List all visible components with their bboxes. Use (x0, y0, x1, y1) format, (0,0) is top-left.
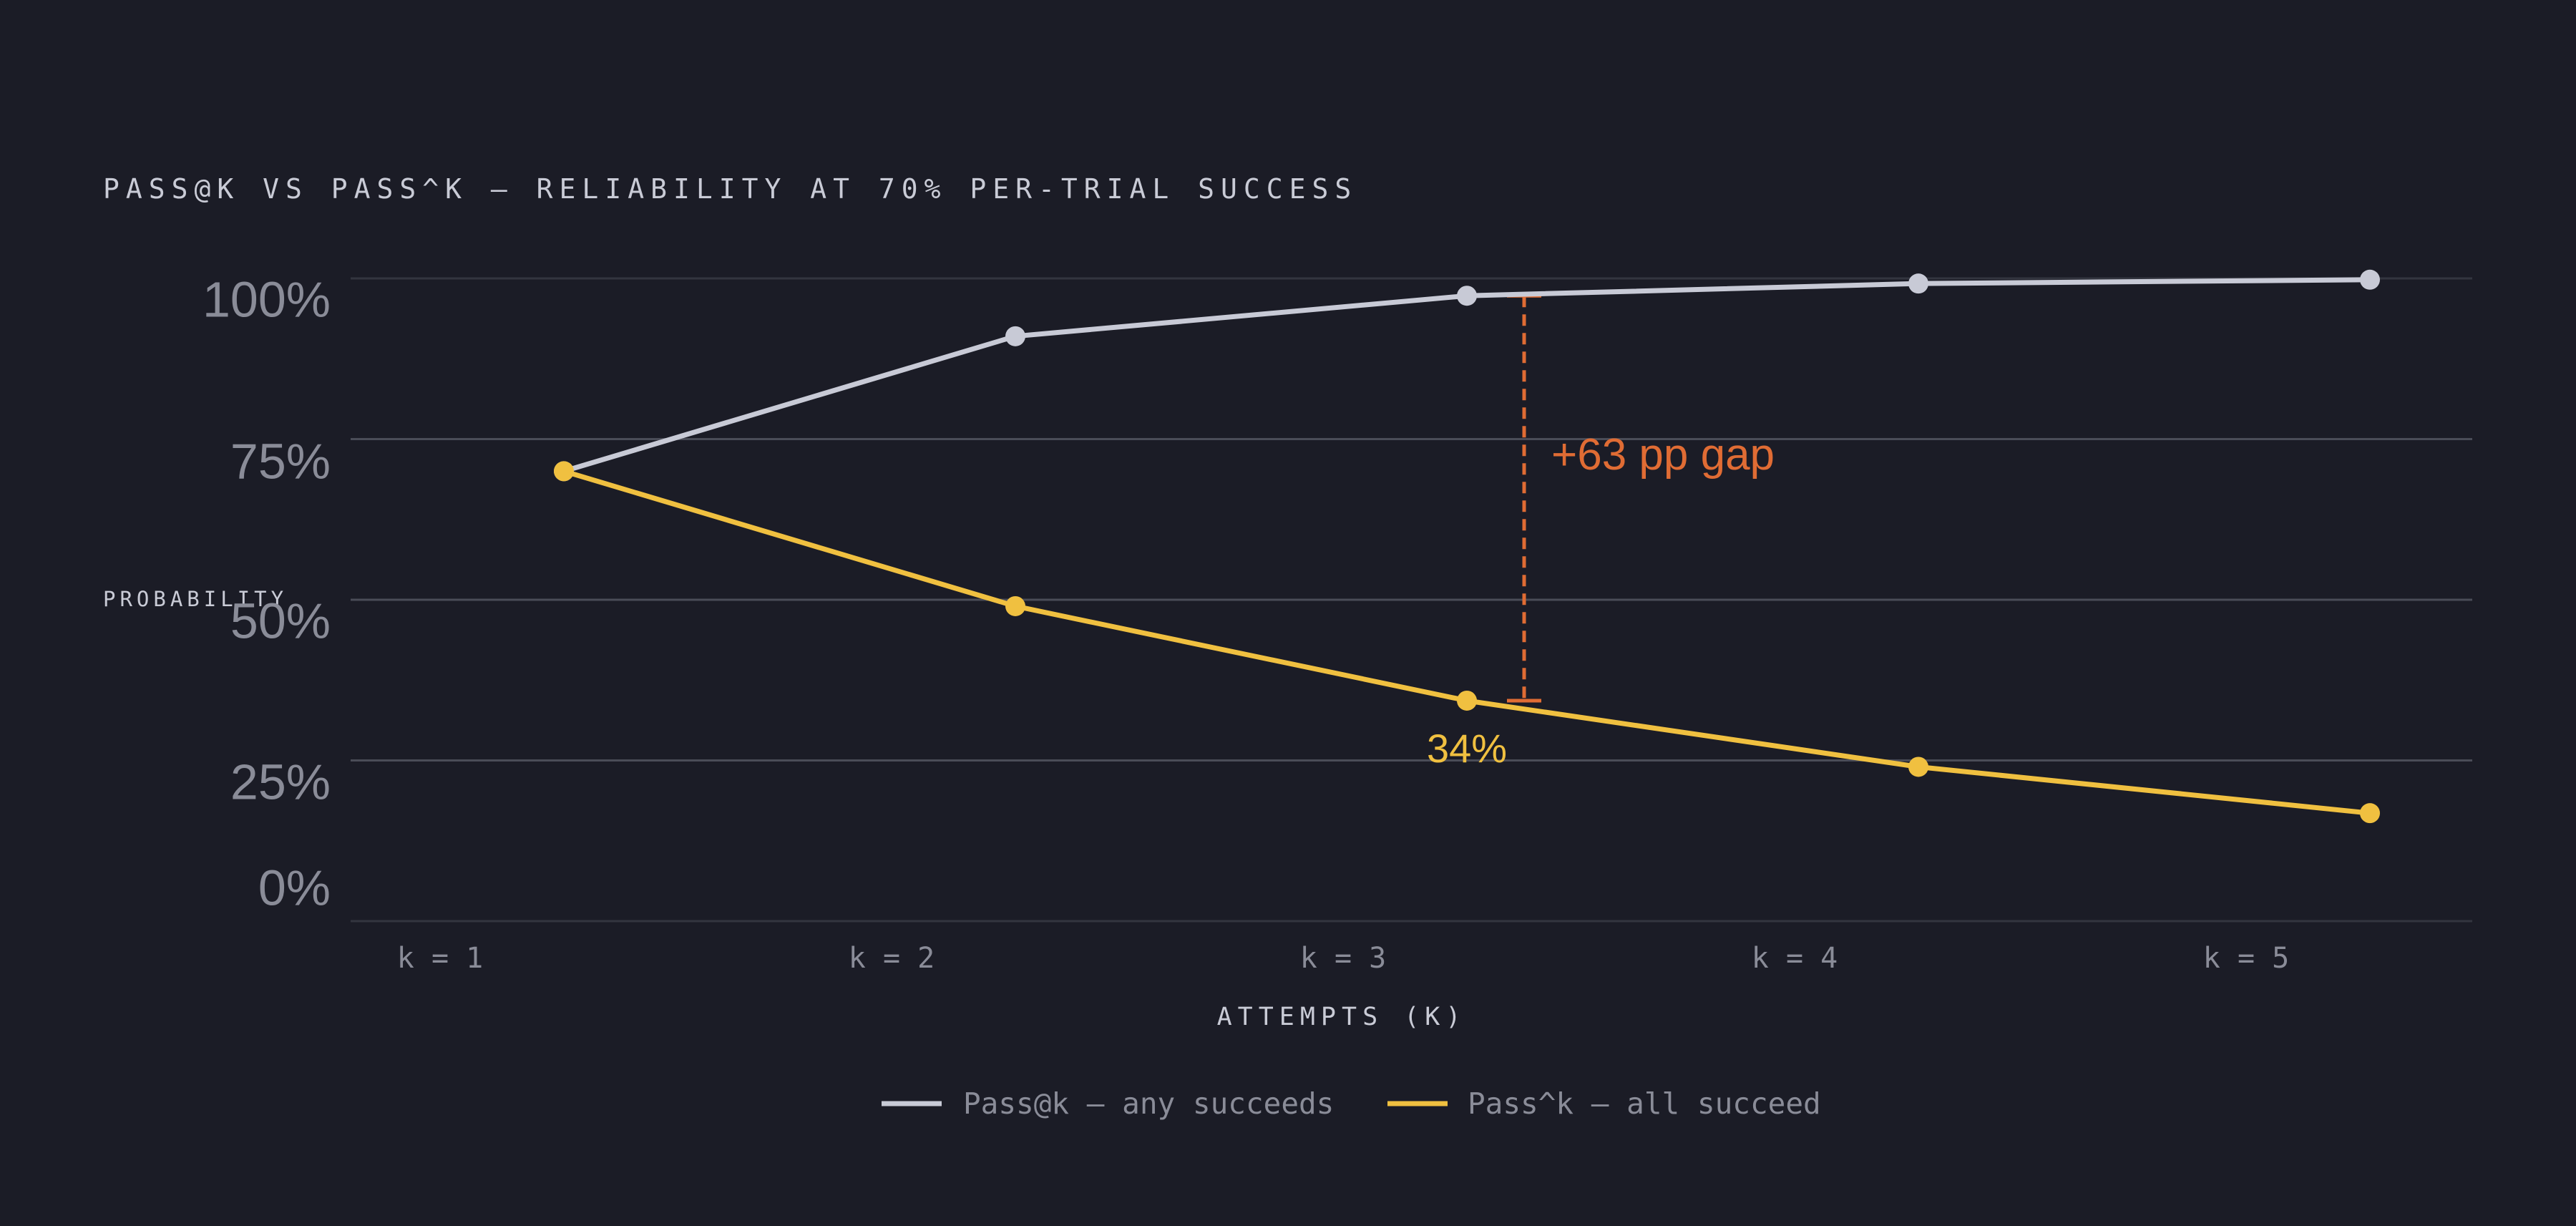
x-tick-label: k = 5 (2203, 942, 2289, 975)
x-tick-label: k = 4 (1752, 942, 1838, 975)
x-axis-label: ATTEMPTS (K) (1217, 1003, 1467, 1031)
y-tick-label: 100% (203, 271, 331, 327)
gap-annotation: +63 pp gap (1551, 430, 1775, 480)
data-point-pass-at-k (1005, 326, 1025, 346)
chart-title: PASS@K VS PASS^K — RELIABILITY AT 70% PE… (103, 173, 1357, 205)
x-tick-label: k = 1 (397, 942, 483, 975)
data-point-pass-at-k (2360, 269, 2380, 290)
data-point-pass-hat-k (2360, 803, 2380, 824)
y-tick-label: 0% (258, 860, 331, 915)
y-axis-label: PROBABILITY (103, 587, 288, 611)
data-point-pass-hat-k (554, 461, 574, 482)
x-tick-labels: k = 1 k = 2 k = 3 k = 4 k = 5 (397, 942, 2289, 975)
data-point-pass-hat-k (1005, 595, 1025, 616)
series-line-pass-at-k (561, 277, 2373, 474)
data-point-pass-hat-k (1457, 690, 1477, 711)
y-tick-label: 25% (230, 754, 331, 809)
grid-lines (351, 277, 2472, 923)
data-point-pass-at-k (1908, 273, 1928, 294)
legend-label-pass-at-k: Pass@k — any succeeds (963, 1086, 1334, 1121)
y-tick-label: 75% (230, 433, 331, 489)
y-tick-labels: 100% 75% 50% 25% 0% (203, 271, 331, 915)
legend-label-pass-hat-k: Pass^k — all succeed (1468, 1086, 1821, 1121)
data-point-pass-at-k (1457, 286, 1477, 306)
data-point-pass-hat-k (1908, 756, 1928, 777)
annotations: +63 pp gap 34% (1427, 293, 1775, 771)
value-annotation: 34% (1427, 726, 1507, 771)
x-tick-label: k = 2 (849, 942, 935, 975)
data-points (554, 269, 2380, 824)
y-tick-label: 50% (230, 593, 331, 648)
legend: Pass@k — any succeeds Pass^k — all succee… (882, 1086, 1821, 1121)
x-tick-label: k = 3 (1300, 942, 1386, 975)
